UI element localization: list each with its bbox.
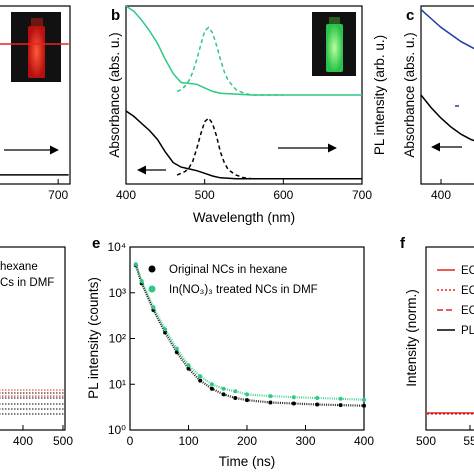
- panel-e-series-1-trace: [134, 264, 365, 407]
- panel-f-legend-label-2: EC: [461, 285, 474, 297]
- panel-e: e 10⁰ 10¹ 10² 10³ 10⁴ 0 100 200 300 400 Original…: [86, 235, 374, 469]
- panel-d-series: [0, 389, 64, 415]
- panel-b-y-axis-label-right: PL intensity (arb. u.): [372, 35, 387, 155]
- panel-b-arrows: [137, 143, 337, 175]
- panel-b-y-axis-label-left: Absorbance (abs. u.): [107, 32, 122, 157]
- legend-label-original: Original NCs in hexane: [169, 264, 287, 276]
- panel-a: 700: [0, 5, 71, 202]
- panel-f-x-tick-1: 55: [463, 434, 474, 448]
- panel-d-legend: hexane Cs in DMF: [0, 261, 54, 289]
- panel-e-series: [133, 262, 366, 408]
- panel-b-pl-treated-line: [176, 26, 284, 96]
- panel-c-series: [420, 9, 474, 142]
- panel-f-legend-label-1: EC: [461, 265, 474, 277]
- panel-a-series: [0, 43, 69, 176]
- panel-d-frame: [0, 246, 66, 431]
- panel-d: hexane Cs in DMF 400 500: [0, 246, 73, 448]
- panel-d-legend-entry-2: Cs in DMF: [0, 277, 54, 289]
- panel-c-series-2-line: [420, 94, 474, 142]
- panel-e-y-tick-4: 10⁴: [107, 240, 126, 254]
- panel-e-series-2: [133, 262, 366, 402]
- panel-f-baseline: [427, 412, 474, 415]
- panel-a-x-ticks: 700: [48, 179, 68, 202]
- panel-e-series-2-trace: [134, 263, 365, 401]
- panel-e-series-1: [133, 263, 366, 408]
- panel-b-x-tick-400: 400: [116, 188, 136, 202]
- panel-c-y-axis-label-left: Absorbance (abs. u.): [402, 32, 417, 157]
- panel-e-x-tick-100: 100: [178, 434, 198, 448]
- panel-b-x-tick-500: 500: [195, 188, 215, 202]
- panel-f-legend-label-4: PL: [461, 325, 474, 337]
- panel-e-x-ticks: 0 100 200 300 400: [127, 425, 374, 448]
- panel-e-y-ticks: 10⁰ 10¹ 10² 10³ 10⁴: [107, 240, 135, 437]
- panel-f-legend-label-3: EC: [461, 305, 474, 317]
- panel-e-y-tick-1: 10¹: [109, 377, 126, 391]
- panel-d-x-tick-400: 400: [13, 434, 33, 448]
- panel-e-y-axis-label: PL intensity (counts): [86, 277, 101, 399]
- panel-a-vial-photo: [11, 12, 61, 82]
- panel-e-y-tick-2: 10²: [109, 332, 126, 346]
- legend-marker-treated: [148, 285, 156, 293]
- panel-f-label: f: [400, 235, 406, 252]
- panel-b-x-tick-600: 600: [273, 188, 293, 202]
- panel-a-frame: [0, 5, 71, 185]
- panel-c-label: c: [406, 7, 414, 24]
- panel-e-x-tick-300: 300: [295, 434, 315, 448]
- panel-b-series: [125, 5, 362, 180]
- panel-c-series-1-line: [420, 9, 474, 50]
- panel-c-x-ticks: 400: [431, 179, 451, 202]
- panel-e-x-tick-400: 400: [354, 434, 374, 448]
- panel-e-x-tick-0: 0: [127, 434, 134, 448]
- panel-e-x-axis-label: Time (ns): [219, 454, 276, 469]
- panel-b-vial-photo: [312, 12, 356, 76]
- panel-a-x-tick-700: 700: [48, 188, 68, 202]
- panel-b-absorbance-original-line: [125, 110, 362, 180]
- panel-b: b 400 500 600 700 Wavelength (nm) Absorbanc…: [107, 5, 387, 225]
- panel-b-label: b: [111, 7, 120, 24]
- panel-b-x-axis-label: Wavelength (nm): [193, 210, 295, 225]
- panel-e-x-tick-200: 200: [237, 434, 257, 448]
- panel-c: c 400 Absorbance (abs. u.): [402, 5, 474, 202]
- legend-marker-original: [148, 265, 156, 273]
- panel-b-x-ticks: 400 500 600 700: [116, 179, 372, 202]
- panel-e-y-tick-3: 10³: [109, 286, 126, 300]
- legend-label-treated: In(NO₃)₃ treated NCs in DMF: [169, 284, 318, 296]
- panel-d-legend-entry-1: hexane: [0, 261, 38, 273]
- panel-e-label: e: [92, 235, 100, 252]
- panel-c-x-tick-400: 400: [431, 188, 451, 202]
- panel-f-x-tick-0: 500: [416, 434, 436, 448]
- panel-b-x-tick-700: 700: [352, 188, 372, 202]
- panel-f-frame: [425, 246, 474, 431]
- panel-b-pl-original-line: [176, 116, 284, 180]
- panel-e-legend: Original NCs in hexane In(NO₃)₃ treated …: [148, 264, 318, 296]
- panel-e-y-tick-0: 10⁰: [108, 423, 126, 437]
- panel-f-legend: EC EC EC PL: [437, 265, 474, 337]
- panel-f-y-axis-label: Intensity (norm.): [404, 289, 419, 387]
- panel-f: f EC EC EC PL 500 55 Intensity (norm.): [400, 235, 474, 448]
- panel-d-x-ticks: 400 500: [13, 425, 73, 448]
- panel-d-x-tick-500: 500: [53, 434, 73, 448]
- panel-f-x-ticks: 500 55: [416, 425, 474, 448]
